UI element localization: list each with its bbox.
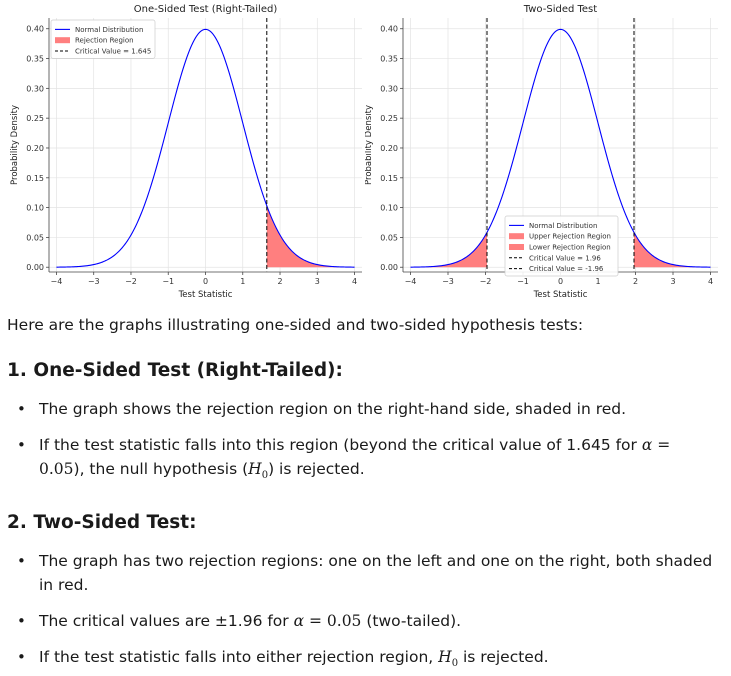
- y-tick-label: 0.40: [26, 25, 44, 34]
- x-tick-label: −4: [51, 277, 63, 286]
- one-sided-bullet-1: The graph shows the rejection region on …: [15, 397, 720, 421]
- legend-entry: Upper Rejection Region: [529, 233, 611, 241]
- y-tick-label: 0.00: [26, 263, 44, 272]
- x-axis-label: Test Statistic: [178, 290, 233, 300]
- legend-entry: Normal Distribution: [529, 222, 597, 230]
- y-tick-label: 0.30: [26, 84, 44, 93]
- rejection-region: [266, 205, 355, 268]
- legend-entry: Rejection Region: [75, 37, 134, 45]
- y-tick-label: 0.20: [380, 144, 398, 153]
- two-sided-bullet-1: The graph has two rejection regions: one…: [15, 549, 720, 597]
- one-sided-bullet-2: If the test statistic falls into this re…: [15, 433, 720, 488]
- intro-text: Here are the graphs illustrating one-sid…: [7, 316, 584, 334]
- legend-entry: Critical Value = 1.96: [529, 254, 601, 262]
- y-tick-label: 0.10: [26, 204, 44, 213]
- alpha-symbol: α: [641, 436, 653, 454]
- two-sided-bullets: The graph has two rejection regions: one…: [15, 549, 720, 676]
- chart-title: One-Sided Test (Right-Tailed): [134, 4, 278, 15]
- y-tick-label: 0.25: [26, 114, 44, 123]
- rejection-region: [634, 232, 711, 268]
- y-tick-label: 0.05: [380, 233, 398, 242]
- x-tick-label: 1: [595, 277, 600, 286]
- x-tick-label: 3: [670, 277, 675, 286]
- legend-swatch-fill: [509, 233, 524, 240]
- legend-entry: Lower Rejection Region: [529, 244, 611, 252]
- x-tick-label: −3: [442, 277, 454, 286]
- legend-entry: Critical Value = 1.645: [75, 48, 151, 56]
- legend-swatch-fill: [509, 244, 524, 250]
- null-hypothesis-symbol: H: [438, 648, 452, 666]
- x-tick-label: 4: [708, 277, 713, 286]
- normal-distribution-curve: [56, 28, 355, 268]
- alpha-value: 0.05: [39, 460, 74, 478]
- y-tick-label: 0.10: [380, 204, 398, 213]
- x-tick-label: 1: [240, 277, 245, 286]
- x-tick-label: 2: [277, 277, 282, 286]
- y-tick-label: 0.20: [26, 144, 44, 153]
- x-axis-label: Test Statistic: [533, 290, 588, 300]
- y-tick-label: 0.00: [380, 263, 398, 272]
- charts-area: One-Sided Test (Right-Tailed) −4 −3 −2 −1 0 1 2…: [0, 0, 731, 302]
- x-tick-label: −2: [480, 277, 492, 286]
- alpha-symbol: α: [293, 612, 305, 630]
- x-tick-label: −3: [88, 277, 100, 286]
- y-tick-label: 0.15: [380, 174, 398, 183]
- legend-entry: Critical Value = -1.96: [529, 265, 604, 273]
- section-heading-two-sided: 2. Two-Sided Test:: [7, 512, 197, 533]
- chart-one-sided: One-Sided Test (Right-Tailed) −4 −3 −2 −1 0 1 2…: [10, 4, 362, 300]
- x-tick-label: −1: [517, 277, 529, 286]
- alpha-value: 0.05: [326, 612, 362, 630]
- y-tick-label: 0.25: [380, 114, 398, 123]
- one-sided-bullets: The graph shows the rejection region on …: [15, 397, 720, 488]
- x-tick-label: −1: [162, 277, 174, 286]
- x-tick-label: 3: [315, 277, 320, 286]
- legend-box: [50, 19, 156, 59]
- null-hypothesis-symbol: H: [248, 460, 262, 478]
- legend-box: [504, 215, 619, 277]
- chart-title: Two-Sided Test: [523, 4, 597, 15]
- y-axis-label: Probability Density: [10, 105, 20, 185]
- legend-swatch-fill: [55, 37, 70, 44]
- normal-distribution-curve: [410, 28, 711, 268]
- y-tick-label: 0.05: [26, 233, 44, 242]
- y-tick-label: 0.40: [380, 25, 398, 34]
- rejection-region: [410, 232, 487, 268]
- x-tick-label: 4: [352, 277, 357, 286]
- chart-two-sided: Two-Sided Test −4 −3 −2 −1 0 1 2 3 4 0.00 0.05 0.10 0…: [365, 4, 718, 300]
- x-tick-label: −2: [125, 277, 137, 286]
- x-tick-label: 2: [633, 277, 638, 286]
- y-tick-label: 0.35: [26, 55, 44, 64]
- two-sided-bullet-2: The critical values are ±1.96 for α = 0.…: [15, 609, 720, 633]
- x-tick-label: 0: [558, 277, 563, 286]
- y-axis-label: Probability Density: [365, 105, 374, 185]
- section-heading-one-sided: 1. One-Sided Test (Right-Tailed):: [7, 360, 343, 381]
- x-tick-label: 0: [203, 277, 208, 286]
- two-sided-bullet-3: If the test statistic falls into either …: [15, 645, 720, 676]
- legend-entry: Normal Distribution: [75, 26, 143, 34]
- y-tick-label: 0.15: [26, 174, 44, 183]
- y-tick-label: 0.30: [380, 84, 398, 93]
- y-tick-label: 0.35: [380, 55, 398, 64]
- x-tick-label: −4: [405, 277, 417, 286]
